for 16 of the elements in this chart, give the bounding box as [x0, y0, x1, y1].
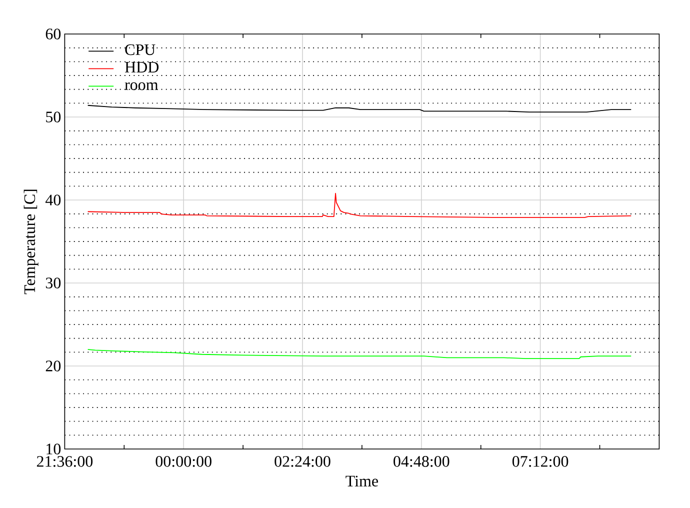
y-tick-label: 40	[45, 194, 61, 206]
x-tick-label: 21:36:00	[36, 456, 93, 467]
x-tick-label: 00:00:00	[156, 456, 212, 467]
y-tick-label: 30	[46, 278, 61, 288]
y-tick-label: 60	[46, 28, 61, 40]
x-tick-label: 04:48:00	[394, 456, 450, 467]
legend-label: room	[124, 82, 158, 90]
y-axis-title: Temperature [C]	[24, 190, 38, 294]
x-tick-label: 07:12:00	[512, 456, 568, 467]
legend-label: HDD	[124, 62, 159, 72]
y-tick-label: 50	[46, 112, 61, 122]
x-axis-title: Time	[346, 476, 378, 486]
y-tick-label: 20	[46, 360, 61, 372]
x-tick-label: 02:24:00	[274, 456, 330, 467]
legend-label: CPU	[125, 44, 156, 56]
y-tick-label: 10	[46, 444, 61, 454]
